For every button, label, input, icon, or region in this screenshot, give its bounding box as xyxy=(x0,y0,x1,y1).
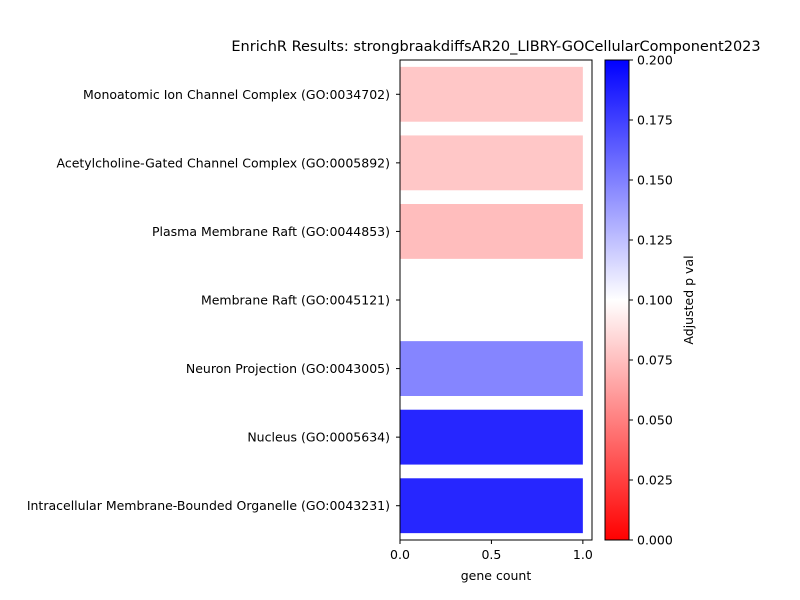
colorbar-tick-label: 0.025 xyxy=(637,473,673,488)
colorbar-tick-label: 0.000 xyxy=(637,533,673,548)
colorbar-tick-label: 0.075 xyxy=(637,353,673,368)
x-tick-label: 1.0 xyxy=(573,547,593,562)
category-label: Nucleus (GO:0005634) xyxy=(247,430,390,445)
colorbar-tick-label: 0.175 xyxy=(637,113,673,128)
x-axis: 0.0 0.5 1.0 xyxy=(390,540,593,562)
bar xyxy=(400,204,583,259)
x-tick-label: 0.0 xyxy=(390,547,410,562)
category-label: Acetylcholine-Gated Channel Complex (GO:… xyxy=(56,155,390,170)
colorbar-tick-label: 0.200 xyxy=(637,53,673,68)
bar xyxy=(400,66,583,122)
colorbar-tick-label: 0.100 xyxy=(637,293,673,308)
colorbar: 0.000 0.025 0.050 0.075 0.100 0.125 0.150 0.175… xyxy=(604,53,696,548)
bars-layer xyxy=(400,66,583,534)
bar xyxy=(400,135,583,191)
x-axis-label: gene count xyxy=(461,568,532,583)
plot-frame xyxy=(399,59,593,541)
category-label: Membrane Raft (GO:0045121) xyxy=(201,293,390,308)
category-label: Neuron Projection (GO:0043005) xyxy=(186,361,390,376)
bar xyxy=(400,272,583,328)
bar xyxy=(400,478,583,534)
category-label: Intracellular Membrane-Bounded Organelle… xyxy=(27,498,390,513)
colorbar-tick-label: 0.050 xyxy=(637,413,673,428)
bar xyxy=(400,341,583,396)
category-label: Plasma Membrane Raft (GO:0044853) xyxy=(152,224,390,239)
x-tick-label: 0.5 xyxy=(481,547,501,562)
colorbar-gradient xyxy=(604,59,630,541)
colorbar-tick-label: 0.150 xyxy=(637,173,673,188)
colorbar-tick-label: 0.125 xyxy=(637,233,673,248)
category-label: Monoatomic Ion Channel Complex (GO:00347… xyxy=(83,87,390,102)
colorbar-ticks: 0.000 0.025 0.050 0.075 0.100 0.125 0.150 0.175… xyxy=(629,53,673,548)
colorbar-label: Adjusted p val xyxy=(681,255,696,344)
bar xyxy=(400,409,583,465)
category-labels: Monoatomic Ion Channel Complex (GO:00347… xyxy=(27,87,400,513)
chart-title: EnrichR Results: strongbraakdiffsAR20_LI… xyxy=(231,39,760,55)
